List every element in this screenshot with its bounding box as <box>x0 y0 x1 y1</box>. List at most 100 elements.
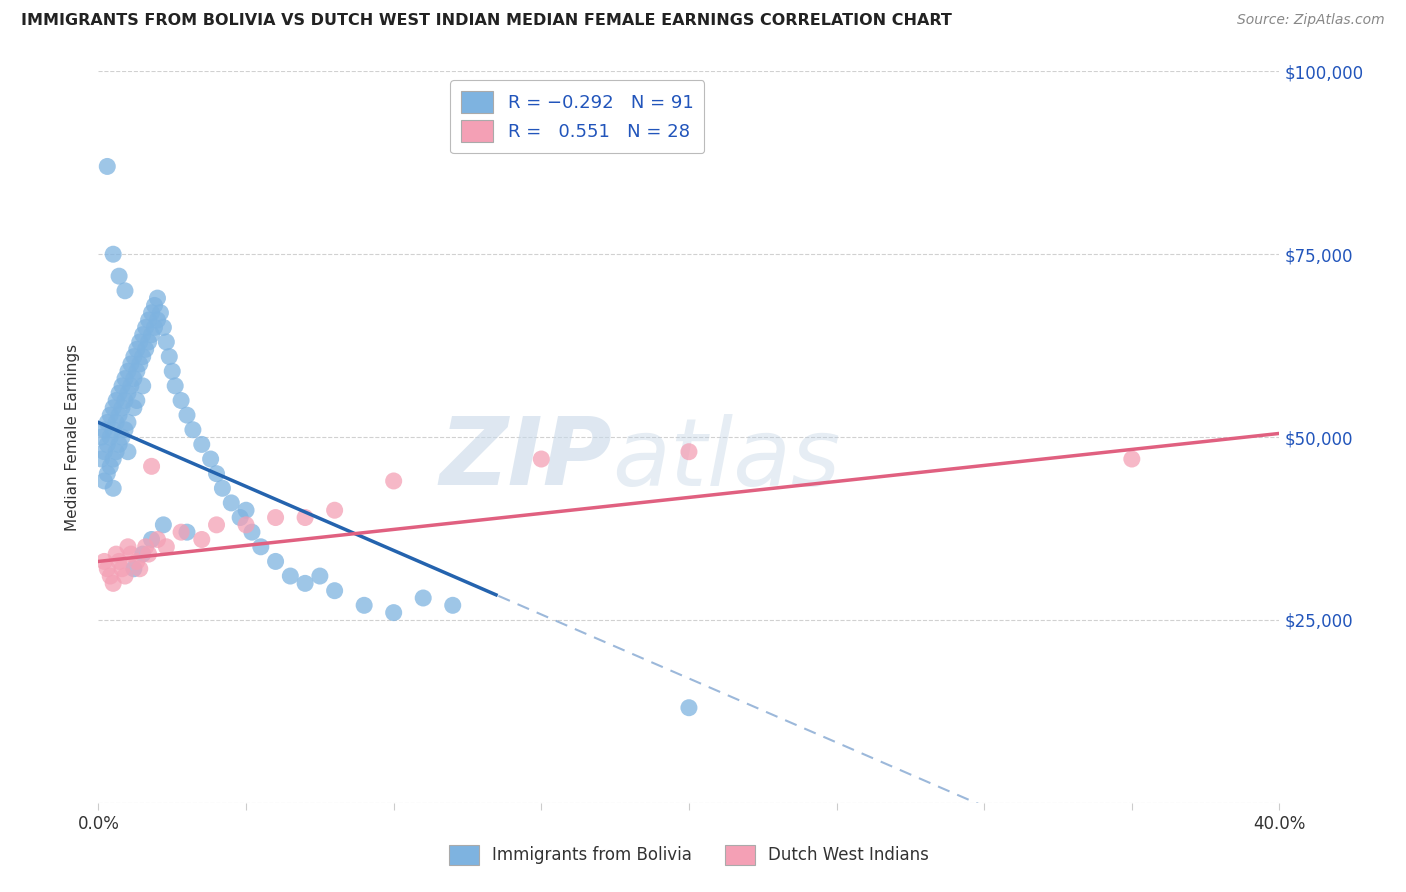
Point <box>530 452 553 467</box>
Point <box>176 525 198 540</box>
Point <box>1121 452 1143 467</box>
Point <box>111 379 134 393</box>
Point <box>135 343 157 357</box>
Point <box>108 386 131 401</box>
Point <box>96 562 118 576</box>
Point <box>191 533 214 547</box>
Point <box>146 533 169 547</box>
Point <box>103 452 125 467</box>
Point <box>128 562 150 576</box>
Text: atlas: atlas <box>612 414 841 505</box>
Point <box>240 525 263 540</box>
Point <box>90 430 112 444</box>
Point <box>138 547 160 561</box>
Point <box>152 517 174 532</box>
Point <box>132 327 155 342</box>
Point <box>98 459 121 474</box>
Point <box>103 423 125 437</box>
Point <box>323 503 346 517</box>
Point <box>264 554 287 568</box>
Point <box>250 540 273 554</box>
Point <box>111 562 134 576</box>
Point <box>141 533 163 547</box>
Point <box>280 569 302 583</box>
Point <box>264 510 287 524</box>
Text: IMMIGRANTS FROM BOLIVIA VS DUTCH WEST INDIAN MEDIAN FEMALE EARNINGS CORRELATION : IMMIGRANTS FROM BOLIVIA VS DUTCH WEST IN… <box>21 13 952 29</box>
Point <box>98 408 121 422</box>
Point <box>125 554 148 568</box>
Point <box>122 371 145 385</box>
Point <box>96 416 118 430</box>
Point <box>96 437 118 451</box>
Point <box>309 569 332 583</box>
Point <box>114 423 136 437</box>
Point <box>111 401 134 415</box>
Point <box>117 416 139 430</box>
Point <box>181 423 204 437</box>
Text: ZIP: ZIP <box>439 413 612 505</box>
Point <box>108 269 131 284</box>
Point <box>294 510 316 524</box>
Point <box>143 320 166 334</box>
Point <box>235 517 257 532</box>
Point <box>170 525 193 540</box>
Point <box>211 481 233 495</box>
Point <box>117 364 139 378</box>
Point <box>114 569 136 583</box>
Point <box>125 343 148 357</box>
Point <box>93 554 115 568</box>
Point <box>138 334 160 349</box>
Point <box>412 591 434 605</box>
Point <box>162 364 183 378</box>
Point <box>122 350 145 364</box>
Point <box>205 467 228 481</box>
Point <box>135 320 157 334</box>
Point <box>132 350 155 364</box>
Point <box>114 393 136 408</box>
Point <box>157 350 180 364</box>
Point <box>165 379 187 393</box>
Point <box>353 599 375 613</box>
Y-axis label: Median Female Earnings: Median Female Earnings <box>65 343 80 531</box>
Point <box>122 401 145 415</box>
Point <box>141 306 163 320</box>
Point <box>103 247 125 261</box>
Point <box>96 467 118 481</box>
Point <box>146 313 169 327</box>
Point <box>114 371 136 385</box>
Point <box>135 540 157 554</box>
Point <box>191 437 214 451</box>
Point <box>441 599 464 613</box>
Point <box>96 160 118 174</box>
Text: Source: ZipAtlas.com: Source: ZipAtlas.com <box>1237 13 1385 28</box>
Point <box>93 423 115 437</box>
Point <box>105 393 128 408</box>
Point <box>229 510 252 524</box>
Point <box>138 313 160 327</box>
Point <box>117 386 139 401</box>
Point <box>93 444 115 458</box>
Point <box>125 364 148 378</box>
Point <box>105 444 128 458</box>
Point <box>155 334 177 349</box>
Point <box>117 540 139 554</box>
Point <box>103 576 125 591</box>
Point <box>141 459 163 474</box>
Point <box>132 379 155 393</box>
Point <box>108 408 131 422</box>
Point <box>152 320 174 334</box>
Point <box>105 416 128 430</box>
Point <box>170 393 193 408</box>
Point <box>143 298 166 312</box>
Point <box>93 474 115 488</box>
Point <box>294 576 316 591</box>
Point <box>146 291 169 305</box>
Point <box>103 401 125 415</box>
Point <box>108 437 131 451</box>
Point <box>120 357 142 371</box>
Point <box>128 334 150 349</box>
Point <box>122 562 145 576</box>
Point <box>200 452 222 467</box>
Point <box>128 357 150 371</box>
Point <box>323 583 346 598</box>
